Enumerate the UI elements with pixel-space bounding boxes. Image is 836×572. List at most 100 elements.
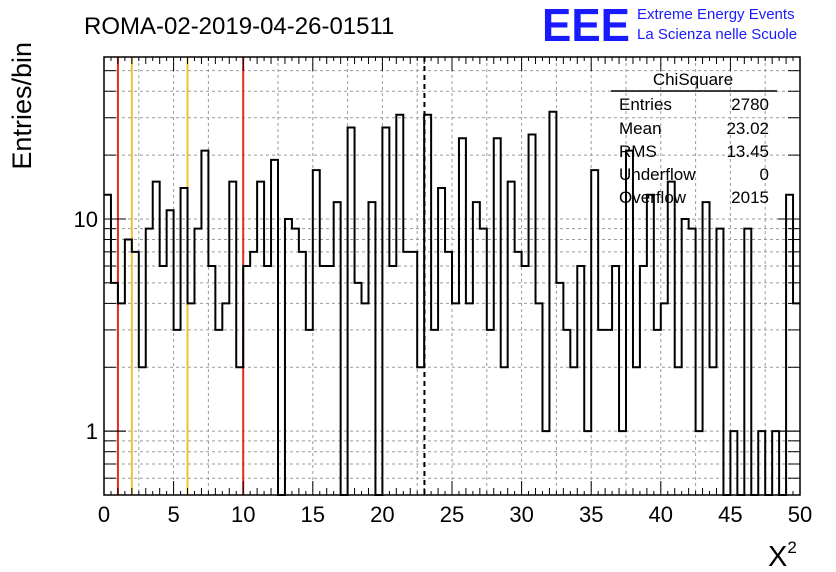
histogram-bin [118, 303, 125, 495]
histogram-bin [689, 229, 696, 495]
stats-value-mean: 23.02 [726, 119, 769, 138]
histogram-bin [146, 229, 153, 495]
stats-value-overflow: 2015 [731, 188, 769, 207]
histogram-outline [104, 110, 800, 496]
x-axis-label: X2 [768, 538, 797, 572]
histogram-bin [382, 127, 389, 495]
histogram-bin [522, 266, 529, 495]
histogram-bin [598, 330, 605, 495]
run-title: ROMA-02-2019-04-26-01511 [84, 13, 394, 40]
histogram-bin [264, 266, 271, 495]
y-tick-label: 1 [86, 419, 98, 444]
stats-value-entries: 2780 [731, 95, 769, 114]
histogram-bin [716, 229, 723, 495]
x-tick-label: 50 [788, 502, 812, 527]
logo-line2: La Scienza nelle Scuole [637, 26, 797, 43]
histogram-bin [459, 138, 466, 495]
histogram-bin [285, 219, 292, 495]
histogram-bin [271, 160, 278, 495]
histogram-bin [473, 202, 480, 495]
histogram-bin [174, 330, 181, 495]
logo-mark: EEE [542, 0, 630, 51]
histogram-bin [403, 252, 410, 495]
histogram-bin [368, 202, 375, 495]
histogram-bin [188, 303, 195, 495]
histogram-bin [327, 266, 334, 495]
histogram-bin [389, 266, 396, 495]
histogram-bin [654, 330, 661, 495]
histogram-bin [536, 303, 543, 495]
stats-box: ChiSquare Entries 2780 Mean 23.02 RMS 13… [611, 70, 777, 207]
histogram-bin [132, 252, 139, 495]
histogram-bin [362, 303, 369, 495]
histogram-bin [612, 266, 619, 495]
histogram-bin [605, 330, 612, 495]
eee-logo: EEE Extreme Energy Events La Scienza nel… [542, 0, 797, 51]
histogram-bin [563, 330, 570, 495]
x-tick-label: 35 [579, 502, 603, 527]
tick-labels: 0 5 10 15 20 25 30 35 40 45 50 1 10 [74, 207, 813, 527]
x-tick-label: 20 [370, 502, 394, 527]
stats-label-mean: Mean [619, 119, 662, 138]
histogram-bin [640, 266, 647, 495]
logo-line1: Extreme Energy Events [637, 6, 795, 23]
histogram-bin [556, 283, 563, 495]
histogram-bin [515, 252, 522, 495]
histogram-bin [355, 283, 362, 495]
histogram-bin [682, 219, 689, 495]
histogram-bin [215, 330, 222, 495]
x-tick-label: 30 [509, 502, 533, 527]
reference-lines [116, 57, 426, 495]
histogram-bin [661, 303, 668, 495]
x-tick-label: 15 [301, 502, 325, 527]
histogram-bin [793, 303, 800, 495]
y-tick-label: 10 [74, 207, 98, 232]
histogram-bin [494, 138, 501, 495]
stats-label-rms: RMS [619, 142, 657, 161]
histogram-bin [480, 229, 487, 495]
histogram-bin [334, 202, 341, 495]
histogram-bin [306, 330, 313, 495]
x-tick-label: 25 [440, 502, 464, 527]
histogram-bin [250, 252, 257, 495]
histogram-bin [744, 229, 751, 495]
histogram-bin [348, 127, 355, 495]
x-axis-label-sup: 2 [787, 538, 796, 557]
histogram-bin [452, 303, 459, 495]
histogram-bin [111, 283, 118, 495]
histogram-bin [487, 330, 494, 495]
stats-title: ChiSquare [653, 70, 733, 89]
axis-ticks [103, 57, 801, 495]
histogram-bin [299, 252, 306, 495]
histogram-bin [160, 266, 167, 495]
stats-label-overflow: Overflow [619, 188, 687, 207]
histogram-bin [201, 151, 208, 495]
stats-value-underflow: 0 [760, 165, 769, 184]
histogram-bin [431, 330, 438, 495]
histogram-bin [703, 202, 710, 495]
histogram-bin [243, 266, 250, 495]
x-tick-label: 0 [98, 502, 110, 527]
histogram-bin [396, 115, 403, 495]
x-tick-label: 40 [649, 502, 673, 527]
histogram-bin [445, 252, 452, 495]
histogram-bin [410, 252, 417, 495]
stats-label-underflow: Underflow [619, 165, 696, 184]
histogram-bin [466, 303, 473, 495]
histogram-bin [438, 188, 445, 495]
histogram-bin [222, 303, 229, 495]
histogram-bin [292, 229, 299, 495]
x-tick-label: 10 [231, 502, 255, 527]
histogram-bin [320, 266, 327, 495]
histogram-bin [208, 266, 215, 495]
x-tick-label: 5 [167, 502, 179, 527]
y-axis-label: Entries/bin [7, 42, 37, 170]
stats-value-rms: 13.45 [726, 142, 769, 161]
histogram-bin [194, 229, 201, 495]
histogram-bin [577, 266, 584, 495]
histogram-bin [181, 188, 188, 495]
histogram-bin [167, 210, 174, 495]
x-tick-label: 45 [718, 502, 742, 527]
stats-label-entries: Entries [619, 95, 672, 114]
